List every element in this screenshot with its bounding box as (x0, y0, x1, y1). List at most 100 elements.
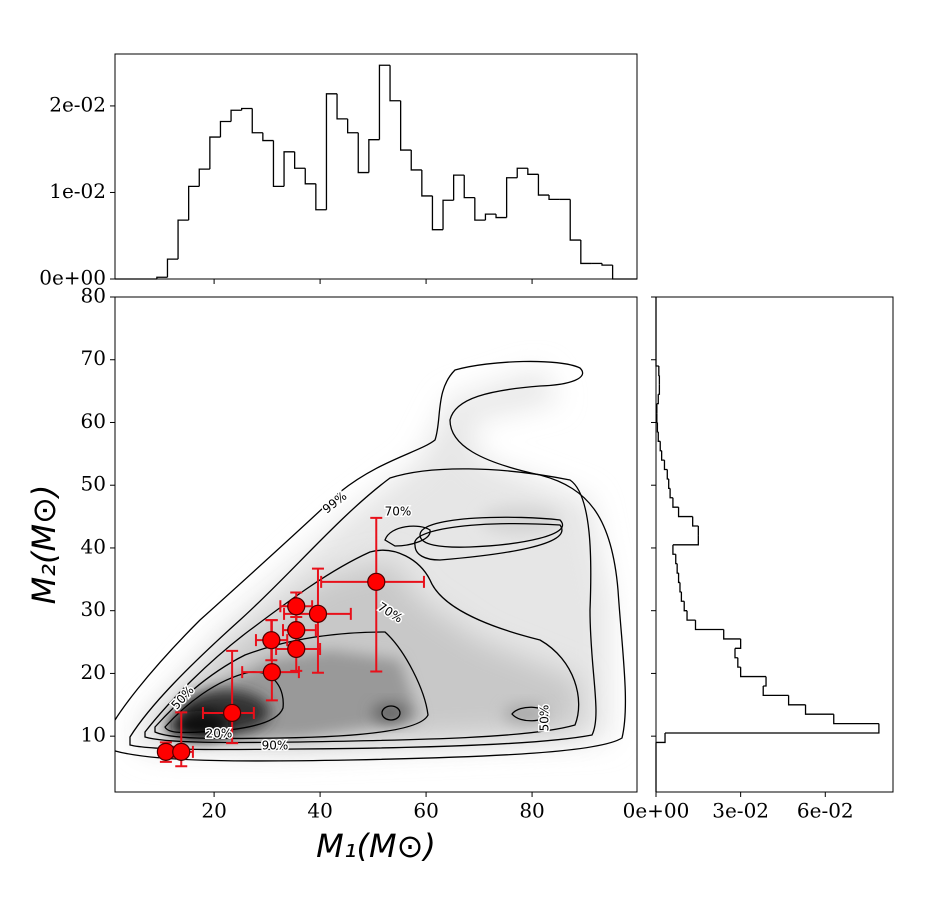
hist-step (294, 151, 306, 169)
x-tick-label: 6e-02 (797, 799, 854, 823)
hist-step (399, 100, 412, 151)
contour-label: 50% (538, 705, 552, 732)
hist-step (665, 723, 880, 734)
hist-step (657, 431, 661, 442)
hist-step (656, 422, 659, 433)
y-tick-label: 30 (81, 597, 106, 621)
y-tick-label: 60 (81, 409, 106, 433)
hist-step (262, 132, 274, 142)
hist-step (315, 183, 327, 211)
density-map (115, 360, 627, 762)
hist-step (569, 199, 581, 241)
hist-step (241, 107, 253, 111)
hist-step (548, 195, 560, 201)
hist-step (734, 648, 738, 659)
hist-step (677, 573, 680, 584)
point (262, 663, 281, 682)
hist-step (694, 620, 724, 631)
hist-step (527, 168, 539, 175)
hist-step (209, 136, 221, 170)
hist-step (737, 657, 741, 668)
point (223, 703, 242, 723)
point (262, 631, 281, 650)
hist-step (787, 695, 806, 706)
hist-step (452, 174, 465, 201)
hist-step (659, 441, 662, 452)
point (172, 742, 191, 761)
y-tick-label: 50 (81, 472, 106, 496)
hist-step (166, 258, 179, 278)
hist-step (336, 93, 348, 120)
point (156, 742, 175, 761)
hist-step (580, 240, 592, 265)
hist-step (723, 629, 741, 640)
hist-tail (611, 265, 637, 280)
x-tick-label: 20 (201, 799, 226, 823)
hist-step (672, 497, 679, 508)
hist-step (656, 413, 658, 424)
hist-step (505, 177, 518, 218)
hist-step (304, 168, 316, 185)
hist-step (672, 544, 676, 555)
x-tick-label: 80 (519, 799, 544, 823)
hist-step (601, 263, 613, 266)
hist-step (672, 535, 699, 546)
y-tick-label: 1e-02 (49, 179, 106, 203)
hist-step (833, 714, 879, 725)
point (287, 639, 306, 659)
hist-step (198, 168, 210, 187)
y-tick-label: 10 (81, 723, 106, 747)
y-tick-label: 40 (81, 534, 106, 558)
x-tick-label: 40 (307, 799, 332, 823)
hist-step (463, 175, 475, 199)
hist-step (357, 132, 369, 174)
hist-step (156, 276, 168, 279)
hist-step (683, 601, 688, 612)
hist-step (495, 214, 507, 219)
hist-step (346, 118, 359, 134)
point (287, 597, 306, 616)
hist-step (669, 488, 673, 499)
x-axis-label: M₁(M⊙) (316, 827, 436, 865)
y-axis-label: M₂(M⊙) (25, 485, 63, 605)
contour-label: 20% (206, 727, 233, 741)
hist-step (283, 151, 295, 187)
contour-label: 99% (320, 489, 350, 516)
hist-step (442, 199, 454, 230)
hist-step (537, 174, 550, 196)
hist-step (658, 366, 660, 377)
axes-frame (114, 296, 638, 793)
hist-step (763, 676, 767, 687)
hist-step (676, 563, 679, 574)
hist-step (692, 516, 699, 527)
y-tick-label: 2e-02 (49, 92, 106, 116)
hist-step (677, 507, 693, 518)
x-tick-label: 3e-02 (712, 799, 769, 823)
hist-step (680, 591, 685, 602)
contours (115, 360, 627, 762)
y-tick-label: 20 (81, 660, 106, 684)
contour-label: 90% (262, 739, 289, 753)
axes-frame (655, 296, 894, 793)
hist-step (658, 384, 661, 395)
hist-step (686, 610, 696, 621)
hist-step (272, 140, 285, 188)
y-tick-label: 70 (81, 346, 106, 370)
hist-step (230, 109, 242, 122)
y-tick-label: 0e+00 (39, 266, 106, 290)
hist-step (516, 167, 528, 178)
hist-step (219, 120, 232, 138)
x-tick-label: 0e+00 (623, 799, 690, 823)
hist-step (666, 469, 669, 480)
hist-step (410, 150, 422, 171)
hist-step (739, 667, 767, 678)
hist-step (251, 108, 263, 134)
hist-step (762, 685, 789, 697)
hist-step (804, 704, 834, 715)
hist-step (325, 93, 338, 210)
hist-step (735, 638, 742, 649)
hist-step (421, 169, 433, 197)
hist-step (378, 64, 391, 140)
y-error-bar (226, 649, 239, 745)
